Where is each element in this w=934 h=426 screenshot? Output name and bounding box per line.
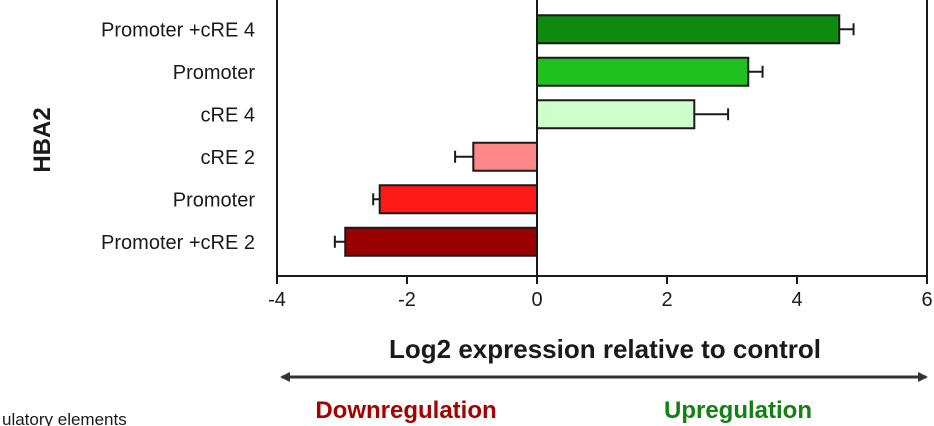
bar-3 bbox=[472, 141, 538, 172]
bar-2 bbox=[536, 99, 696, 130]
x-tick-label-2: 0 bbox=[531, 289, 542, 311]
category-label-3: cRE 2 bbox=[201, 147, 255, 169]
upregulation-label: Upregulation bbox=[664, 397, 812, 424]
category-label-2: cRE 4 bbox=[201, 104, 255, 126]
footnote-text: ulatory elements bbox=[2, 410, 127, 426]
bar-1 bbox=[536, 56, 750, 87]
downregulation-label: Downregulation bbox=[315, 397, 496, 424]
plot-frame bbox=[276, 0, 928, 277]
y-axis-title: HBA2 bbox=[29, 107, 56, 172]
category-label-0: Promoter +cRE 4 bbox=[101, 19, 255, 41]
x-tick-label-0: -4 bbox=[268, 289, 286, 311]
x-axis-title: Log2 expression relative to control bbox=[389, 334, 821, 364]
category-label-1: Promoter bbox=[173, 62, 256, 84]
bar-4 bbox=[378, 184, 539, 215]
bar-5 bbox=[344, 226, 538, 257]
x-tick-label-3: 2 bbox=[661, 289, 672, 311]
x-tick-label-5: 6 bbox=[921, 289, 932, 311]
x-tick-label-4: 4 bbox=[791, 289, 802, 311]
x-tick-label-1: -2 bbox=[398, 289, 416, 311]
bar-0 bbox=[536, 14, 841, 45]
category-label-5: Promoter +cRE 2 bbox=[101, 232, 255, 254]
category-label-4: Promoter bbox=[173, 189, 256, 211]
